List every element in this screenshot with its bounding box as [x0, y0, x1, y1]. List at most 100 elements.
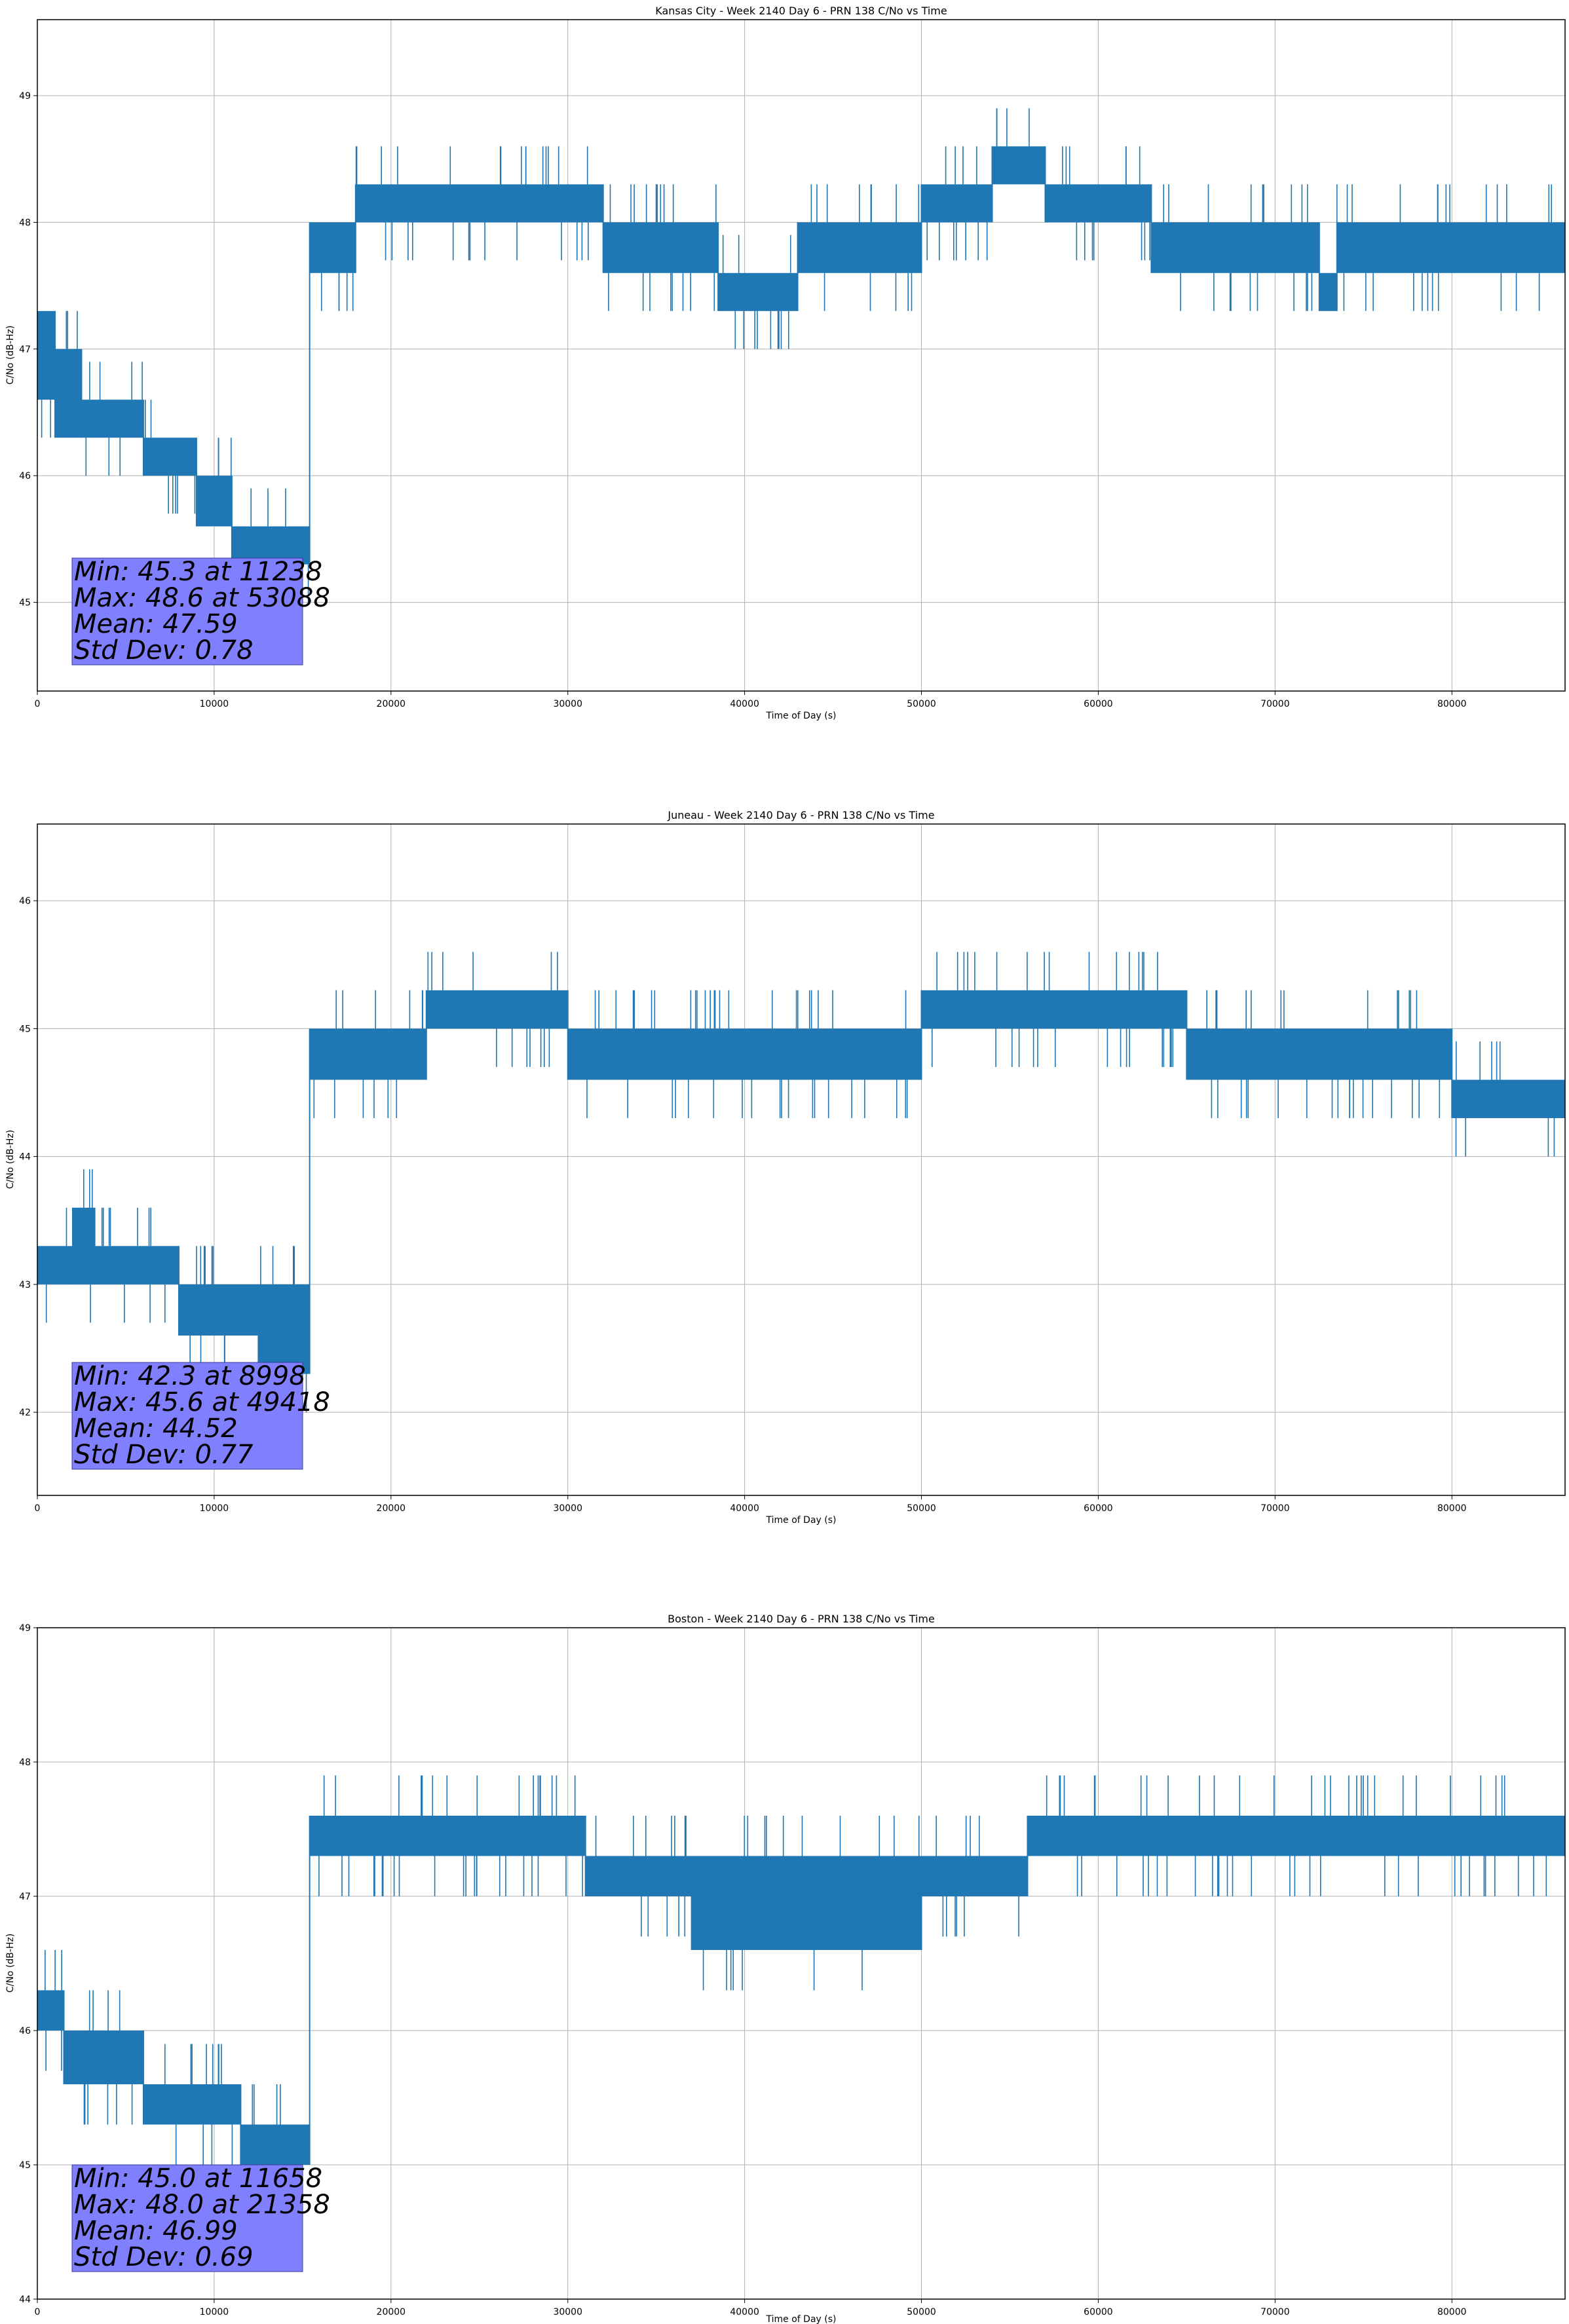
- signal-spikes: [608, 184, 717, 311]
- signal-band: [178, 1284, 259, 1336]
- signal-band: [309, 1028, 426, 1080]
- plot-frame: [37, 19, 1566, 692]
- y-axis-label: C/No (dB-Hz): [5, 1934, 16, 1993]
- y-tick-label: 49: [19, 91, 31, 102]
- signal-spikes: [83, 1990, 133, 2125]
- signal-band: [868, 1028, 922, 1080]
- signal-band: [37, 1246, 73, 1284]
- signal-spikes: [66, 310, 78, 349]
- x-tick-label: 20000: [377, 2307, 406, 2317]
- y-tick-label: 45: [19, 2160, 31, 2171]
- signal-band: [585, 1856, 692, 1896]
- signal-band: [143, 2084, 241, 2125]
- signal-spikes: [1455, 1041, 1555, 1157]
- y-tick-label: 46: [19, 471, 31, 481]
- y-tick-label: 44: [19, 2295, 31, 2305]
- x-tick-label: 50000: [907, 699, 936, 709]
- signal-band: [37, 1990, 64, 2031]
- signal-spikes: [1046, 1775, 1547, 1896]
- x-tick-label: 70000: [1260, 1503, 1290, 1514]
- signal-band: [1336, 222, 1565, 273]
- y-ticks: 44 45 46 47 48 49: [19, 1623, 37, 2305]
- x-tick-label: 50000: [907, 1503, 936, 1514]
- signal-band: [240, 2124, 310, 2165]
- stats-mean: Mean: 46.99: [74, 2216, 238, 2246]
- signal-spikes: [318, 1775, 583, 1896]
- stats-max: Max: 48.6 at 53088: [74, 583, 330, 613]
- x-ticks: 0 10000 20000 30000 40000 50000 60000 70000 8000…: [35, 2299, 1467, 2317]
- signal-band: [691, 1856, 922, 1950]
- stats-box-background: [71, 2164, 303, 2272]
- x-tick-label: 30000: [553, 699, 582, 709]
- x-tick-label: 40000: [730, 699, 759, 709]
- panel-1: Kansas City - Week 2140 Day 6 - PRN 138 …: [5, 5, 1566, 721]
- signal-spikes: [164, 2044, 233, 2165]
- signal-spikes: [1206, 990, 1441, 1118]
- signal-band: [797, 222, 922, 273]
- signal-spikes: [1336, 184, 1552, 311]
- y-tick-label: 47: [19, 1892, 31, 1902]
- signal-band: [37, 310, 55, 400]
- x-tick-label: 60000: [1084, 2307, 1113, 2317]
- x-tick-label: 10000: [200, 2307, 229, 2317]
- panel-3: Boston - Week 2140 Day 6 - PRN 138 C/No …: [5, 1613, 1566, 2324]
- y-tick-label: 42: [19, 1408, 31, 1418]
- signal-spikes: [85, 362, 143, 476]
- stats-min: Min: 45.3 at 11238: [74, 557, 322, 587]
- x-tick-label: 80000: [1437, 699, 1467, 709]
- data-series: [37, 108, 1565, 603]
- signal-band: [72, 1207, 94, 1284]
- signal-spikes: [45, 1950, 62, 2071]
- signal-spikes: [355, 146, 589, 261]
- x-tick-label: 10000: [200, 699, 229, 709]
- signal-spikes: [41, 400, 51, 438]
- x-tick-label: 50000: [907, 2307, 936, 2317]
- signal-spikes: [810, 184, 920, 311]
- data-series: [37, 1775, 1565, 2205]
- panel-2: Juneau - Week 2140 Day 6 - PRN 138 C/No …: [5, 809, 1566, 1526]
- y-axis-label: C/No (dB-Hz): [5, 326, 16, 384]
- y-tick-label: 49: [19, 1623, 31, 1634]
- signal-band: [258, 1284, 310, 1374]
- signal-spikes: [1062, 146, 1150, 261]
- x-axis-label: Time of Day (s): [766, 2314, 837, 2324]
- signal-spikes: [595, 1816, 687, 1937]
- stats-box-background: [71, 557, 303, 665]
- x-tick-label: 10000: [200, 1503, 229, 1514]
- signal-spikes: [896, 990, 908, 1118]
- x-axis-label: Time of Day (s): [766, 1515, 837, 1526]
- signal-band: [1186, 1028, 1452, 1080]
- x-tick-label: 70000: [1260, 2307, 1290, 2317]
- y-axis-label: C/No (dB-Hz): [5, 1130, 16, 1189]
- signal-band: [603, 222, 719, 273]
- x-tick-label: 60000: [1084, 699, 1113, 709]
- signal-spikes: [932, 952, 1174, 1067]
- signal-spikes: [427, 952, 558, 1067]
- x-ticks: 0 10000 20000 30000 40000 50000 60000 70000 8000…: [35, 1495, 1467, 1514]
- signal-spikes: [996, 108, 1030, 147]
- y-tick-label: 46: [19, 2026, 31, 2036]
- signal-spikes: [321, 272, 354, 311]
- signal-band: [921, 990, 1187, 1029]
- stats-std: Std Dev: 0.77: [74, 1440, 254, 1470]
- x-tick-label: 40000: [730, 1503, 759, 1514]
- signal-band: [94, 1246, 179, 1284]
- stats-box: Min: 45.0 at 11658 Max: 48.0 at 21358 Me…: [71, 2164, 330, 2272]
- stats-max: Max: 48.0 at 21358: [74, 2190, 330, 2220]
- signal-band: [355, 184, 603, 223]
- signal-band: [921, 184, 992, 223]
- y-tick-label: 43: [19, 1280, 31, 1290]
- signal-spikes: [45, 1207, 67, 1323]
- stats-min: Min: 45.0 at 11658: [74, 2164, 322, 2194]
- y-tick-label: 48: [19, 217, 31, 228]
- stats-std: Std Dev: 0.78: [74, 635, 254, 665]
- x-ticks: 0 10000 20000 30000 40000 50000 60000 70000 8000…: [35, 691, 1467, 709]
- x-tick-label: 0: [35, 699, 41, 709]
- y-tick-label: 47: [19, 345, 31, 355]
- x-tick-label: 20000: [377, 1503, 406, 1514]
- signal-spikes: [217, 438, 232, 476]
- x-tick-label: 20000: [377, 699, 406, 709]
- chart-title: Kansas City - Week 2140 Day 6 - PRN 138 …: [655, 5, 947, 17]
- y-tick-label: 48: [19, 1757, 31, 1768]
- signal-band: [1151, 222, 1319, 273]
